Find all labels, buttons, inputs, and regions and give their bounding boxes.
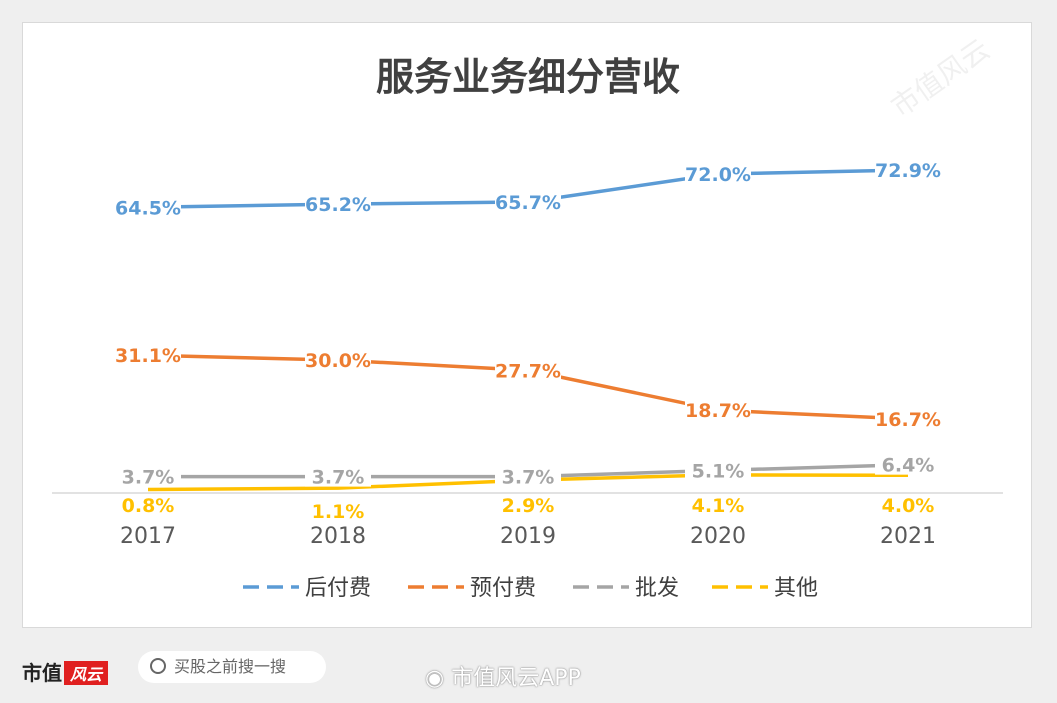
- chart-card: [22, 22, 1032, 628]
- data-label-bg: [305, 466, 371, 487]
- chart-title: 服务业务细分营收: [376, 55, 680, 99]
- brand-mark: 风云: [64, 661, 109, 685]
- data-label-bg: [115, 197, 181, 218]
- data-label: 27.7%: [495, 360, 561, 382]
- data-label: 3.7%: [312, 467, 365, 489]
- search-box[interactable]: 买股之前搜一搜: [138, 651, 326, 683]
- data-label: 4.1%: [692, 495, 745, 517]
- legend-label: 其他: [774, 576, 818, 601]
- data-label: 65.7%: [495, 192, 561, 214]
- data-label: 72.0%: [685, 164, 751, 186]
- x-tick-label: 2017: [120, 524, 176, 549]
- data-label-bg: [875, 160, 941, 181]
- data-label-bg: [305, 501, 371, 521]
- search-placeholder: 买股之前搜一搜: [174, 657, 287, 676]
- x-tick-label: 2018: [310, 524, 366, 549]
- data-label: 18.7%: [685, 400, 751, 422]
- data-label: 1.1%: [312, 501, 365, 523]
- data-label: 3.7%: [502, 467, 555, 489]
- data-label-bg: [685, 460, 751, 481]
- data-label-bg: [495, 191, 561, 212]
- legend-label: 后付费: [305, 576, 371, 601]
- brand-text: 市值: [22, 661, 62, 685]
- x-tick-label: 2021: [880, 524, 936, 549]
- weibo-icon: ◉: [425, 666, 452, 691]
- data-label-bg: [305, 194, 371, 215]
- data-label-bg: [685, 495, 751, 515]
- data-label-bg: [115, 345, 181, 366]
- data-label: 5.1%: [692, 460, 745, 482]
- watermark-text: 市值风云: [885, 32, 996, 123]
- x-tick-label: 2019: [500, 524, 556, 549]
- data-label: 16.7%: [875, 409, 941, 431]
- brand-logo: 市值 风云: [22, 657, 109, 686]
- data-label: 6.4%: [882, 455, 935, 477]
- legend-label: 预付费: [470, 576, 536, 601]
- data-label: 72.9%: [875, 160, 941, 182]
- data-label-bg: [495, 495, 561, 515]
- weibo-watermark: ◉ 市值风云APP: [425, 660, 581, 692]
- data-label-bg: [875, 409, 941, 430]
- data-label-bg: [685, 400, 751, 421]
- line-chart: 市值风云 服务业务细分营收 2017 2018 2019 2020 2021 64.5% 65.…: [52, 32, 1003, 601]
- x-tick-label: 2020: [690, 524, 746, 549]
- search-icon: [150, 658, 166, 674]
- data-label: 31.1%: [115, 345, 181, 367]
- data-label: 0.8%: [122, 495, 175, 517]
- data-label-bg: [875, 454, 941, 475]
- data-label-bg: [305, 350, 371, 371]
- weibo-text: 市值风云APP: [451, 666, 581, 691]
- data-label-bg: [685, 164, 751, 185]
- data-label-bg: [875, 495, 941, 515]
- legend-label: 批发: [635, 576, 679, 601]
- data-label: 3.7%: [122, 467, 175, 489]
- data-label-bg: [115, 495, 181, 515]
- data-label-bg: [495, 360, 561, 381]
- data-label-bg: [495, 466, 561, 487]
- data-label: 30.0%: [305, 350, 371, 372]
- footer-bar: 市值 风云 买股之前搜一搜 ◉ 市值风云APP: [0, 630, 1057, 703]
- data-label: 65.2%: [305, 194, 371, 216]
- data-label: 64.5%: [115, 197, 181, 219]
- data-label: 4.0%: [882, 495, 935, 517]
- data-label: 2.9%: [502, 495, 555, 517]
- data-label-bg: [115, 466, 181, 487]
